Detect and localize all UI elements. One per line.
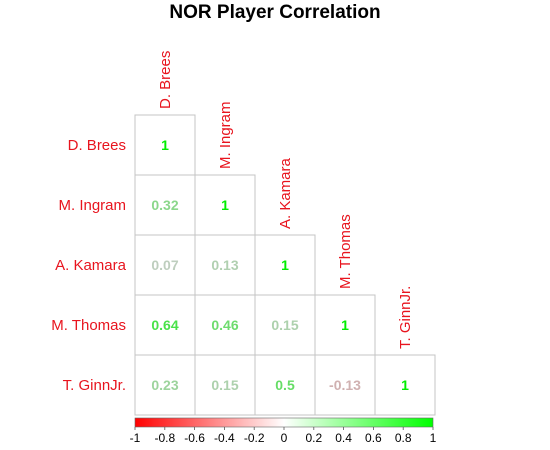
colorbar-tick-label: -0.6	[184, 431, 205, 445]
row-label: M. Ingram	[58, 197, 126, 214]
column-label: A. Kamara	[277, 157, 294, 229]
correlation-value: 0.07	[151, 257, 178, 273]
correlation-value: 0.23	[151, 377, 178, 393]
correlation-cell	[374, 354, 436, 416]
row-label: M. Thomas	[51, 317, 126, 334]
correlation-cell	[314, 354, 376, 416]
correlation-value: 1	[161, 137, 169, 153]
correlation-cell	[134, 114, 196, 176]
column-label: M. Thomas	[337, 214, 354, 289]
correlation-cell	[254, 234, 316, 296]
colorbar-tick-label: 1	[430, 431, 437, 445]
colorbar-tick-label: -0.8	[154, 431, 175, 445]
correlation-cell	[194, 294, 256, 356]
correlation-value: 1	[221, 197, 229, 213]
correlation-value: 1	[341, 317, 349, 333]
colorbar-gradient	[134, 417, 434, 428]
correlation-grid: D. Brees D. Brees M. Ingram M. Ingram A. Kam…	[51, 51, 436, 416]
correlation-cell	[194, 174, 256, 236]
correlation-value: 0.13	[211, 257, 238, 273]
colorbar-tick-label: 0.8	[395, 431, 412, 445]
colorbar-tick-label: 0.4	[335, 431, 352, 445]
correlation-value: -0.13	[329, 377, 361, 393]
correlation-value: 1	[401, 377, 409, 393]
correlation-cell	[134, 174, 196, 236]
chart-title: NOR Player Correlation	[169, 2, 380, 23]
column-label: D. Brees	[157, 51, 174, 109]
correlation-cell	[194, 354, 256, 416]
correlation-value: 0.15	[211, 377, 238, 393]
colorbar-tick-label: 0.2	[305, 431, 322, 445]
correlation-value: 0.15	[271, 317, 298, 333]
row-label: A. Kamara	[55, 257, 127, 274]
colorbar-tick-label: -0.4	[214, 431, 235, 445]
colorbar-tick-label: -1	[130, 431, 141, 445]
row-label: T. GinnJr.	[63, 377, 126, 394]
correlation-value: 0.64	[151, 317, 178, 333]
correlation-value: 0.5	[275, 377, 295, 393]
correlation-cell	[254, 354, 316, 416]
color-legend: -1 -0.8 -0.6 -0.4 -0.2 0 0.2 0.4 0.6 0.8 1	[130, 417, 437, 445]
column-label: T. GinnJr.	[397, 286, 414, 349]
correlation-cell	[314, 294, 376, 356]
colorbar-tick-label: -0.2	[244, 431, 265, 445]
correlation-value: 0.32	[151, 197, 178, 213]
correlation-value: 1	[281, 257, 289, 273]
colorbar-tick-label: 0.6	[365, 431, 382, 445]
correlation-value: 0.46	[211, 317, 238, 333]
column-label: M. Ingram	[217, 101, 234, 169]
colorbar-tick-label: 0	[281, 431, 288, 445]
row-label: D. Brees	[68, 137, 126, 154]
